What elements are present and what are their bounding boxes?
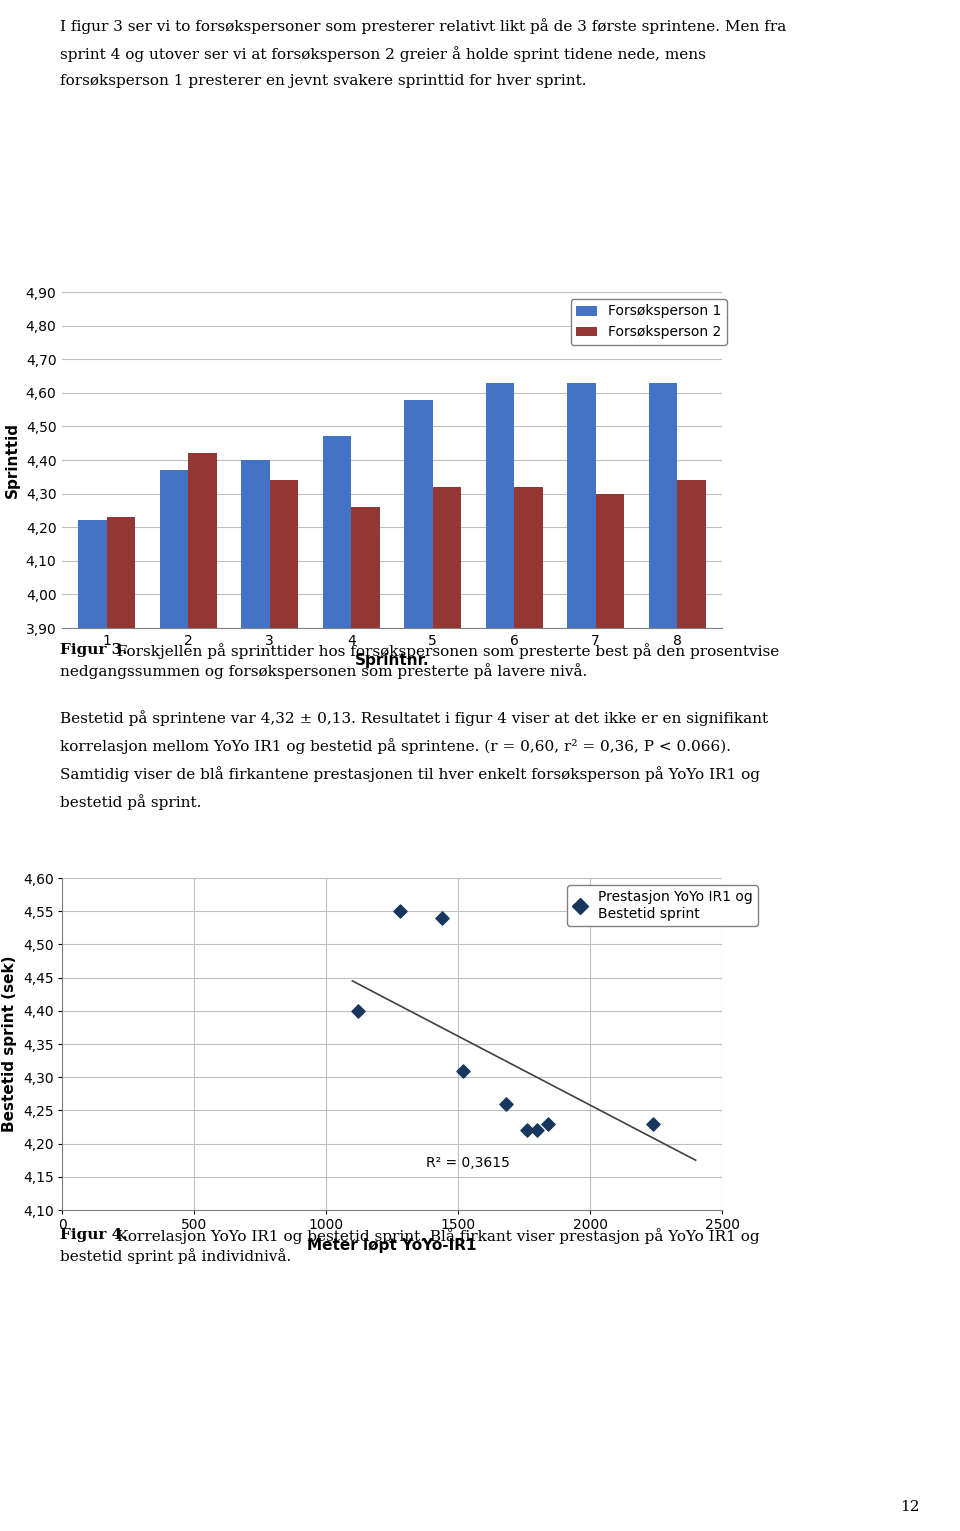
Bar <box>677 481 706 1531</box>
Bar <box>596 493 624 1531</box>
Bar <box>241 459 270 1531</box>
Point <box>646 1112 661 1136</box>
Point <box>540 1112 556 1136</box>
Text: Figur 3.: Figur 3. <box>60 643 128 657</box>
Legend: Forsøksperson 1, Forsøksperson 2: Forsøksperson 1, Forsøksperson 2 <box>570 299 727 344</box>
Point <box>530 1118 545 1142</box>
Point <box>519 1118 535 1142</box>
Text: korrelasjon mellom YoYo IR1 og bestetid på sprintene. (r = 0,60, r² = 0,36, P < : korrelasjon mellom YoYo IR1 og bestetid … <box>60 738 731 753</box>
X-axis label: Meter løpt YoYo-IR1: Meter løpt YoYo-IR1 <box>307 1239 477 1252</box>
Bar <box>107 517 135 1531</box>
Text: sprint 4 og utover ser vi at forsøksperson 2 greier å holde sprint tidene nede, : sprint 4 og utover ser vi at forsøkspers… <box>60 46 706 61</box>
Text: R² = 0,3615: R² = 0,3615 <box>426 1156 510 1170</box>
Point <box>456 1058 471 1082</box>
Bar <box>270 481 299 1531</box>
Y-axis label: Bestetid sprint (sek): Bestetid sprint (sek) <box>2 955 17 1133</box>
Text: bestetid sprint på individnivå.: bestetid sprint på individnivå. <box>60 1248 291 1265</box>
Text: Korrelasjon YoYo IR1 og bestetid sprint. Blå firkant viser prestasjon på YoYo IR: Korrelasjon YoYo IR1 og bestetid sprint.… <box>112 1228 759 1243</box>
Text: bestetid på sprint.: bestetid på sprint. <box>60 795 202 810</box>
Bar <box>159 470 188 1531</box>
Point <box>435 906 450 931</box>
Text: nedgangssummen og forsøkspersonen som presterte på lavere nivå.: nedgangssummen og forsøkspersonen som pr… <box>60 663 588 678</box>
Bar <box>79 521 107 1531</box>
Text: Bestetid på sprintene var 4,32 ± 0,13. Resultatet i figur 4 viser at det ikke er: Bestetid på sprintene var 4,32 ± 0,13. R… <box>60 710 768 726</box>
Bar <box>433 487 461 1531</box>
Bar <box>188 453 217 1531</box>
Text: 12: 12 <box>900 1500 920 1514</box>
Text: forsøksperson 1 presterer en jevnt svakere sprinttid for hver sprint.: forsøksperson 1 presterer en jevnt svake… <box>60 73 587 87</box>
Legend: Prestasjon YoYo IR1 og
Bestetid sprint: Prestasjon YoYo IR1 og Bestetid sprint <box>567 885 758 926</box>
Text: Samtidig viser de blå firkantene prestasjonen til hver enkelt forsøksperson på Y: Samtidig viser de blå firkantene prestas… <box>60 766 760 782</box>
Point <box>393 899 408 923</box>
Y-axis label: Sprinttid: Sprinttid <box>5 423 20 498</box>
Bar <box>515 487 542 1531</box>
Point <box>498 1092 514 1116</box>
Bar <box>404 400 433 1531</box>
X-axis label: Sprintnr.: Sprintnr. <box>354 654 429 668</box>
Bar <box>323 436 351 1531</box>
Bar <box>567 383 596 1531</box>
Text: I figur 3 ser vi to forsøkspersoner som presterer relativt likt på de 3 første s: I figur 3 ser vi to forsøkspersoner som … <box>60 18 786 34</box>
Bar <box>486 383 515 1531</box>
Text: Figur 4.: Figur 4. <box>60 1228 128 1242</box>
Text: Forskjellen på sprinttider hos forsøkspersonen som presterte best på den prosent: Forskjellen på sprinttider hos forsøkspe… <box>112 643 780 658</box>
Bar <box>649 383 677 1531</box>
Point <box>350 998 366 1023</box>
Bar <box>351 507 380 1531</box>
